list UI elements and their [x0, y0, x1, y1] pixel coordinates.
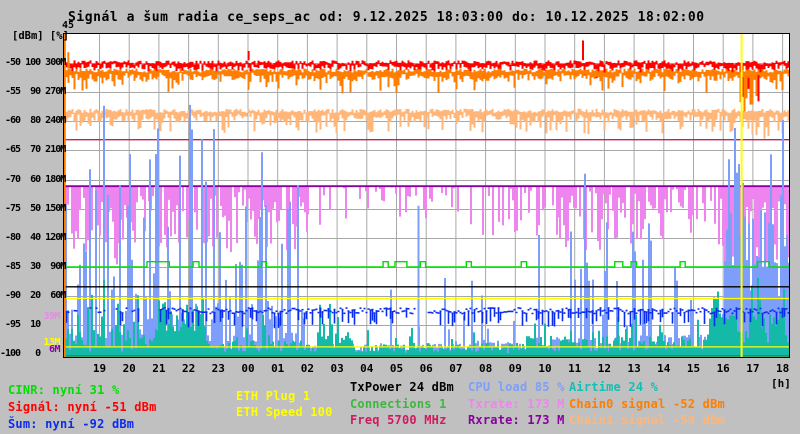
legend-chain1: Chain1 signal -59 dBm: [569, 413, 725, 427]
y-tick-row: -80 40 120M: [0, 232, 66, 243]
x-tick-label: 17: [746, 362, 760, 375]
y-axis-unit-label: [dBm] [%]: [12, 30, 69, 42]
legend-cpu-load: CPU load 85 %: [468, 380, 565, 394]
y-tick-row: -55 90 270M: [0, 86, 66, 97]
legend-txpower: TxPower 24 dBm: [350, 380, 454, 394]
x-tick-label: 21: [152, 362, 166, 375]
y-tick-row: -90 20 60M: [0, 290, 66, 301]
legend-rxrate: Rxrate: 173 M: [468, 413, 565, 427]
y-tick-row: -50 100 300M: [0, 57, 66, 68]
legend-eth-plug: ETH Plug 1: [236, 389, 311, 403]
x-tick-label: 06: [419, 362, 433, 375]
x-tick-label: 14: [657, 362, 671, 375]
y-min-marker-label: 6M: [48, 344, 61, 355]
x-tick-label: 22: [181, 362, 196, 375]
y-tick-row: -70 60 180M: [0, 174, 66, 185]
x-tick-label: 03: [330, 362, 344, 375]
legend-noise: Šum: nyní -92 dBm: [8, 417, 135, 431]
chart-title: Signál a šum radia ce_seps_ac od: 9.12.2…: [68, 10, 705, 25]
x-axis-unit-label: [h]: [771, 377, 791, 390]
x-tick-label: 18: [775, 362, 790, 375]
legend-txrate: Txrate: 173 M: [468, 397, 565, 411]
legend-cinr: CINR: nyní 31 %: [8, 383, 120, 397]
legend-chain0: Chain0 signal -52 dBm: [569, 397, 725, 411]
legend-connections: Connections 1: [350, 397, 447, 411]
y-tick-row: -85 30 90M: [0, 261, 66, 272]
x-tick-label: 10: [538, 362, 552, 375]
x-tick-label: 13: [627, 362, 641, 375]
y-min-marker-label: 13M: [43, 337, 60, 348]
x-tick-label: 08: [478, 362, 493, 375]
legend-freq: Freq 5700 MHz: [350, 413, 447, 427]
y-tick-row: -95 10: [0, 319, 66, 330]
x-tick-label: 12: [597, 362, 612, 375]
x-tick-label: 15: [686, 362, 701, 375]
legend-eth-speed: ETH Speed 100: [236, 405, 333, 419]
x-tick-label: 16: [716, 362, 730, 375]
x-tick-label: 05: [389, 362, 404, 375]
x-tick-label: 07: [449, 362, 463, 375]
x-tick-label: 09: [508, 362, 522, 375]
x-tick-label: 23: [211, 362, 225, 375]
legend-signal: Signál: nyní -51 dBm: [8, 400, 157, 414]
y-axis-top-tick-label: 45: [62, 20, 75, 31]
y-tick-row: -75 50 150M: [0, 203, 66, 214]
x-tick-label: 19: [92, 362, 107, 375]
x-tick-label: 01: [271, 362, 285, 375]
x-tick-label: 11: [568, 362, 582, 375]
legend-airtime: Airtime 24 %: [569, 380, 659, 394]
y-min-marker-label: 39M: [43, 311, 60, 322]
y-tick-row: -100 0: [0, 348, 66, 359]
x-tick-label: 00: [241, 362, 255, 375]
x-tick-label: 20: [122, 362, 136, 375]
x-tick-label: 04: [360, 362, 374, 375]
y-tick-row: -60 80 240M: [0, 115, 66, 126]
y-tick-row: -65 70 210M: [0, 144, 66, 155]
x-tick-label: 02: [300, 362, 315, 375]
